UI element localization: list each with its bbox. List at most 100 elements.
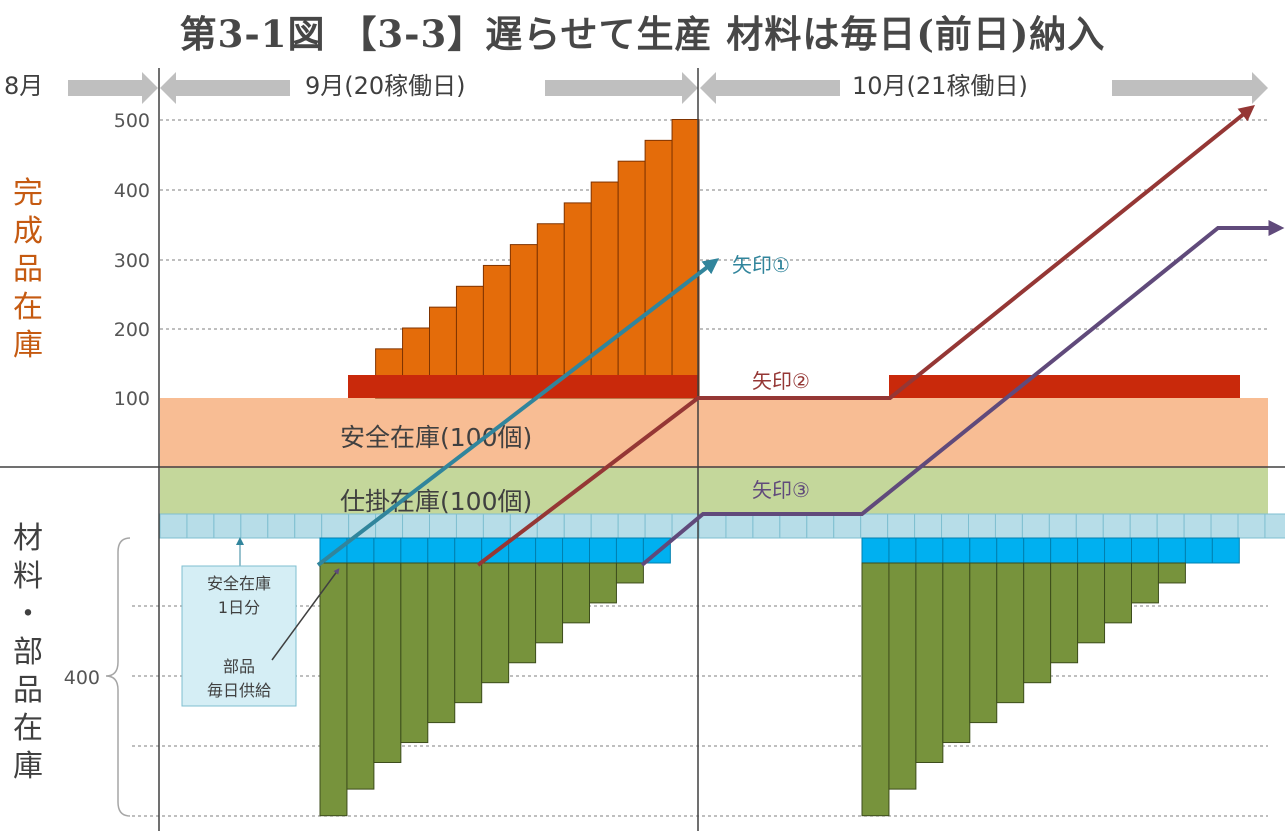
supply-strip-cell [427, 537, 456, 564]
material-bar [346, 562, 375, 790]
material-bar [400, 562, 429, 744]
wip-band [160, 468, 1268, 514]
supply-strip-cell [615, 537, 644, 564]
supply-strip-cell [589, 537, 617, 564]
material-strip-cell [860, 513, 889, 539]
finished-label-char: 庫 [13, 328, 43, 363]
material-bar [427, 562, 456, 724]
material-strip-cell [563, 513, 592, 539]
supply-strip-cell [562, 537, 590, 564]
materials-label-char: 在 [13, 711, 43, 746]
material-bar [969, 562, 998, 724]
finished-goods-label: 完 成 品 在 庫 [13, 176, 43, 363]
arrow-3-label: 矢印③ [752, 478, 810, 502]
daily-supply-strip [319, 537, 1240, 564]
material-strip-cell [1210, 513, 1239, 539]
finished-bar [644, 139, 673, 399]
header-arrow-oct-left [700, 72, 840, 104]
material-safety-strip [159, 513, 1285, 539]
safety-stock-label: 安全在庫(100個) [340, 423, 532, 452]
material-strip-cell [1129, 513, 1158, 539]
material-strip-cell [1183, 513, 1212, 539]
material-inventory-bars [319, 562, 1186, 817]
callout-pointer-tip [236, 537, 244, 545]
wip-label: 仕掛在庫(100個) [340, 487, 532, 516]
material-bar [535, 562, 564, 644]
material-bar [915, 562, 944, 763]
material-strip-cell [752, 513, 781, 539]
material-strip-cell [914, 513, 943, 539]
finished-bar [671, 119, 700, 399]
supply-strip-cell [508, 537, 537, 564]
supply-strip-cell [1104, 537, 1133, 564]
supply-strip-cell [1131, 537, 1159, 564]
header-october: 10月(21稼働日) [852, 72, 1028, 100]
finished-label-char: 品 [13, 252, 43, 287]
material-bar [942, 562, 971, 744]
arrow-1-label: 矢印① [732, 253, 790, 277]
safety-stock-band [160, 398, 1268, 468]
callout-line: 安全在庫 [207, 574, 271, 593]
supply-strip-cell [454, 537, 483, 564]
y-tick-300: 300 [114, 250, 150, 272]
month-header: 8月 9月(20稼働日) 10月(21稼働日) [4, 72, 1268, 104]
material-bar [861, 562, 890, 817]
base-bar-october [889, 375, 1240, 398]
material-strip-cell [429, 513, 457, 539]
page-title: 第3-1図 【3-3】遅らせて生産 材料は毎日(前日)納入 [179, 12, 1106, 56]
finished-label-char: 完 [13, 176, 43, 211]
material-brace [105, 537, 131, 817]
material-strip-cell [186, 513, 215, 539]
supply-strip-cell [1184, 537, 1213, 564]
supply-strip-cell [861, 537, 890, 564]
material-strip-cell [267, 513, 296, 539]
material-strip-cell [1048, 513, 1077, 539]
supply-strip-cell [996, 537, 1025, 564]
material-strip-cell [1264, 513, 1285, 539]
arrow-2-label: 矢印② [752, 369, 810, 393]
material-strip-cell [240, 513, 269, 539]
callout-line: 毎日供給 [207, 681, 271, 700]
material-bar [319, 562, 348, 817]
supply-strip-cell [1050, 537, 1079, 564]
material-bar [888, 562, 917, 790]
supply-strip-cell [373, 537, 402, 564]
header-september: 9月(20稼働日) [305, 72, 466, 100]
finished-label-char: 在 [13, 290, 43, 325]
material-bar [1023, 562, 1052, 684]
material-strip-cell [1075, 513, 1104, 539]
material-strip-cell [159, 513, 188, 539]
material-strip-cell [1102, 513, 1131, 539]
y-tick-material-400: 400 [64, 667, 100, 689]
material-strip-cell [941, 513, 969, 539]
material-bar [1077, 562, 1106, 644]
material-strip-cell [1156, 513, 1185, 539]
callout-supply-pointer [271, 568, 340, 661]
material-strip-cell [1237, 513, 1266, 539]
material-bar [508, 562, 537, 664]
supply-strip-cell [1157, 537, 1186, 564]
callout-box [181, 565, 297, 707]
y-tick-100: 100 [114, 388, 150, 410]
material-bar [615, 562, 644, 584]
material-bar [1131, 562, 1159, 604]
header-arrow-oct-right [1112, 72, 1268, 104]
material-bar [454, 562, 483, 704]
material-strip-cell [806, 513, 835, 539]
material-bar [373, 562, 402, 763]
material-strip-cell [294, 513, 323, 539]
material-strip-cell [590, 513, 619, 539]
material-strip-cell [887, 513, 916, 539]
supply-strip-cell [1023, 537, 1052, 564]
material-bar [562, 562, 590, 624]
base-bar-september [348, 375, 698, 398]
arrow-1-line [316, 258, 720, 567]
material-strip-cell [994, 513, 1023, 539]
finished-bar [536, 223, 565, 399]
materials-label-char: 庫 [13, 749, 43, 784]
header-arrow-aug [68, 72, 158, 104]
finished-inventory-bars [375, 119, 700, 399]
callout-line: 1日分 [218, 598, 260, 617]
material-strip-cell [321, 513, 350, 539]
material-bar [1104, 562, 1133, 624]
